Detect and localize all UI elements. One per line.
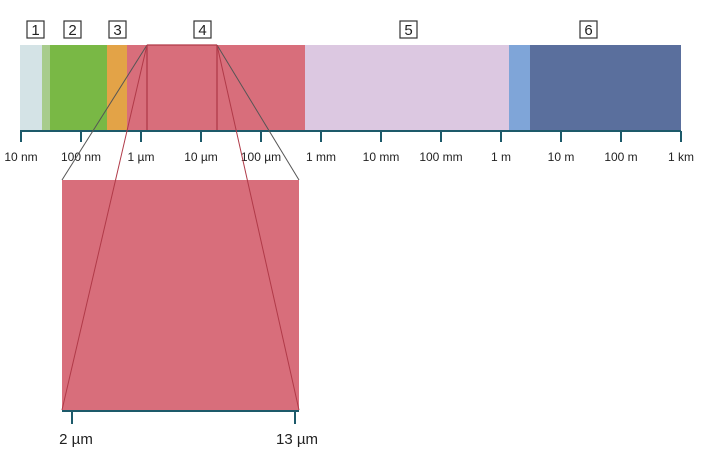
region-label-box <box>63 20 82 39</box>
region-label-4: 4 <box>193 20 212 39</box>
zoom-guide-left-outer <box>61 44 148 181</box>
zoom-label-start: 2 µm <box>59 431 93 448</box>
region-label-1: 1 <box>26 20 45 39</box>
region-label-5: 5 <box>399 20 418 39</box>
region-label-3: 3 <box>108 20 127 39</box>
tick-label-10um: 10 µm <box>184 150 218 164</box>
tick-label-1mm: 1 mm <box>306 150 336 164</box>
region-label-text: 4 <box>198 22 206 39</box>
tick-label-10mm: 10 mm <box>363 150 400 164</box>
region-label-2: 2 <box>63 20 82 39</box>
band-uv-light <box>20 45 42 131</box>
tick-label-1km: 1 km <box>668 150 694 164</box>
zoom-axis: 2 µm 13 µm <box>59 410 318 448</box>
band-uv-mid <box>42 45 50 131</box>
tick-label-1um: 1 µm <box>128 150 155 164</box>
axis-ticks <box>20 131 682 142</box>
region-label-text: 3 <box>113 22 121 39</box>
region-label-box <box>193 20 212 39</box>
region-label-text: 6 <box>584 22 592 39</box>
band-radio-light <box>509 45 530 131</box>
axis-tick-labels: 10 nm 100 nm 1 µm 10 µm 100 µm 1 mm 10 m… <box>4 150 694 164</box>
tick-label-10m: 10 m <box>548 150 575 164</box>
band-visible-orange <box>107 45 127 131</box>
region-label-6: 6 <box>579 20 598 39</box>
band-microwave <box>305 45 509 131</box>
tick-label-1m: 1 m <box>491 150 511 164</box>
tick-label-100um: 100 µm <box>241 150 281 164</box>
zoom-inner-line-right <box>216 44 300 411</box>
zoom-guide-right-outer <box>216 44 300 181</box>
region-label-box <box>26 20 45 39</box>
band-radio <box>530 45 681 131</box>
region-label-box <box>108 20 127 39</box>
zoom-detail-panel <box>62 180 299 410</box>
zoom-inner-line-left <box>61 44 148 411</box>
tick-label-100m: 100 m <box>604 150 637 164</box>
wavelength-axis: 10 nm 100 nm 1 µm 10 µm 100 µm 1 mm 10 m… <box>4 130 694 164</box>
tick-label-100mm: 100 mm <box>419 150 462 164</box>
band-visible-green <box>50 45 107 131</box>
band-infrared <box>127 45 305 131</box>
region-label-box <box>399 20 418 39</box>
region-label-text: 2 <box>68 22 76 39</box>
region-label-text: 1 <box>31 22 39 39</box>
region-label-text: 5 <box>404 22 412 39</box>
tick-label-100nm: 100 nm <box>61 150 101 164</box>
spectrum-bar <box>20 45 681 131</box>
tick-label-10nm: 10 nm <box>4 150 37 164</box>
zoom-label-end: 13 µm <box>276 431 318 448</box>
region-label-box <box>579 20 598 39</box>
